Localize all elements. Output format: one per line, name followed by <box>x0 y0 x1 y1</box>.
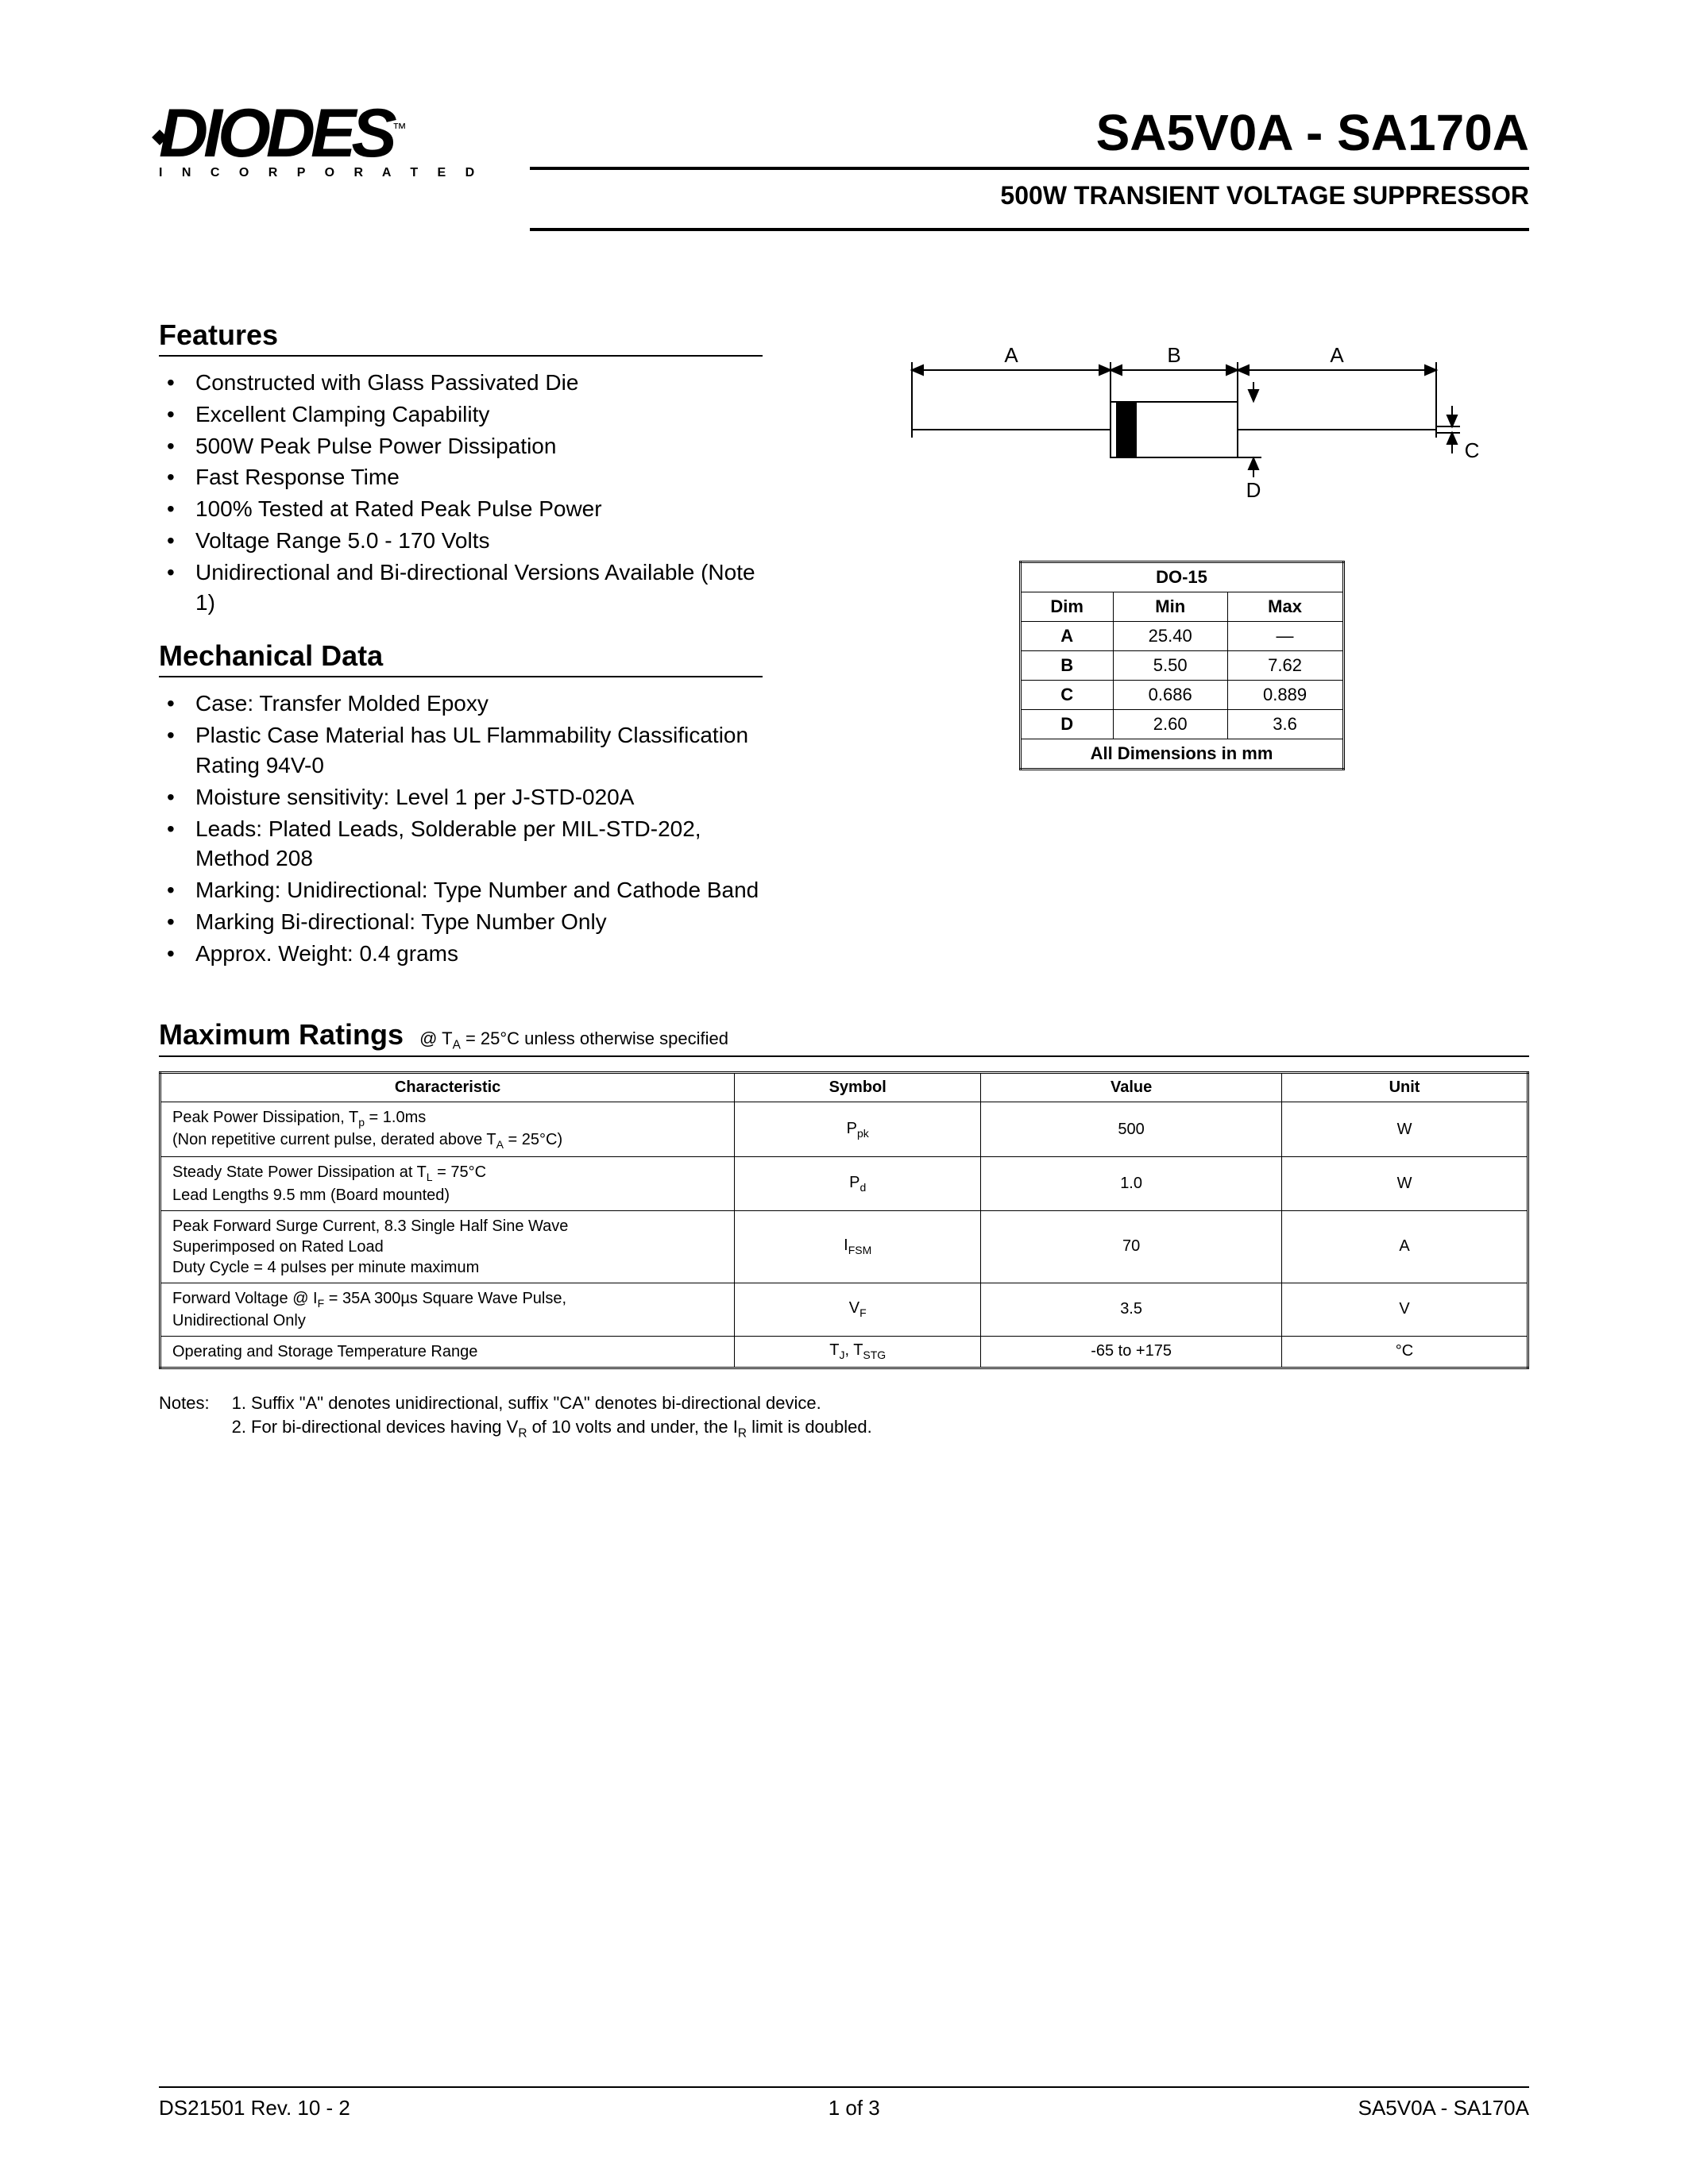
ratings-condition: @ TA = 25°C unless otherwise specified <box>419 1028 728 1052</box>
dim-row: B5.507.62 <box>1020 651 1343 681</box>
ratings-value: 1.0 <box>981 1157 1282 1210</box>
ratings-unit: A <box>1282 1210 1528 1283</box>
left-column: Features Constructed with Glass Passivat… <box>159 318 763 970</box>
mechanical-list: Case: Transfer Molded Epoxy Plastic Case… <box>159 689 763 968</box>
title-rule <box>530 228 1529 231</box>
dim-label-b: B <box>1167 343 1180 367</box>
dim-row: C0.6860.889 <box>1020 681 1343 710</box>
title-block: SA5V0A - SA170A 500W TRANSIENT VOLTAGE S… <box>530 103 1529 231</box>
ratings-symbol: IFSM <box>735 1210 981 1283</box>
diode-package-icon: A B A C D <box>880 326 1484 509</box>
ratings-row: Peak Power Dissipation, Tp = 1.0ms (Non … <box>160 1102 1528 1156</box>
features-list: Constructed with Glass Passivated Die Ex… <box>159 368 763 617</box>
page-subtitle: 500W TRANSIENT VOLTAGE SUPPRESSOR <box>530 181 1529 210</box>
dim-label-a: A <box>1004 343 1018 367</box>
ratings-table: Characteristic Symbol Value Unit Peak Po… <box>159 1071 1529 1369</box>
dim-label-c: C <box>1464 438 1479 462</box>
feature-item: 500W Peak Pulse Power Dissipation <box>167 431 763 461</box>
feature-item: Fast Response Time <box>167 462 763 492</box>
ratings-th: Unit <box>1282 1072 1528 1102</box>
ratings-heading: Maximum Ratings <box>159 1018 404 1051</box>
ratings-unit: W <box>1282 1102 1528 1156</box>
dim-th: Dim <box>1020 592 1113 622</box>
ratings-value: -65 to +175 <box>981 1336 1282 1368</box>
dimension-table: DO-15 Dim Min Max A25.40— B5.507.62 C0.6… <box>1019 561 1345 770</box>
ratings-char: Operating and Storage Temperature Range <box>160 1336 735 1368</box>
ratings-th: Value <box>981 1072 1282 1102</box>
dim-th: Max <box>1227 592 1343 622</box>
dim-label-a2: A <box>1330 343 1344 367</box>
mechanical-item: Leads: Plated Leads, Solderable per MIL-… <box>167 814 763 874</box>
mechanical-item: Marking Bi-directional: Type Number Only <box>167 907 763 937</box>
feature-item: Voltage Range 5.0 - 170 Volts <box>167 526 763 556</box>
mechanical-heading: Mechanical Data <box>159 639 763 677</box>
ratings-symbol: Pd <box>735 1157 981 1210</box>
ratings-row: Steady State Power Dissipation at TL = 7… <box>160 1157 1528 1210</box>
ratings-value: 70 <box>981 1210 1282 1283</box>
page-footer: DS21501 Rev. 10 - 2 1 of 3 SA5V0A - SA17… <box>159 2086 1529 2120</box>
ratings-symbol: TJ, TSTG <box>735 1336 981 1368</box>
mechanical-item: Case: Transfer Molded Epoxy <box>167 689 763 719</box>
page-title: SA5V0A - SA170A <box>530 103 1529 170</box>
notes-block: Notes: 1. Suffix "A" denotes unidirectio… <box>159 1393 1529 1444</box>
dim-row: A25.40— <box>1020 622 1343 651</box>
footer-center: 1 of 3 <box>829 2096 880 2120</box>
feature-item: Constructed with Glass Passivated Die <box>167 368 763 398</box>
note-item: 2. For bi-directional devices having VR … <box>232 1417 872 1441</box>
ratings-row: Forward Voltage @ IF = 35A 300µs Square … <box>160 1283 1528 1336</box>
dim-table-title: DO-15 <box>1020 562 1343 592</box>
feature-item: Unidirectional and Bi-directional Versio… <box>167 558 763 618</box>
ratings-char: Forward Voltage @ IF = 35A 300µs Square … <box>160 1283 735 1336</box>
ratings-section: Maximum Ratings @ TA = 25°C unless other… <box>159 1018 1529 1369</box>
logo: DIODES™ I N C O R P O R A T E D <box>159 103 482 180</box>
notes-body: 1. Suffix "A" denotes unidirectional, su… <box>232 1393 872 1444</box>
right-column: A B A C D DO-15 Dim Min Max A25.40— B5.5… <box>834 318 1529 970</box>
mechanical-item: Approx. Weight: 0.4 grams <box>167 939 763 969</box>
feature-item: Excellent Clamping Capability <box>167 399 763 430</box>
dim-table-footer: All Dimensions in mm <box>1020 739 1343 770</box>
feature-item: 100% Tested at Rated Peak Pulse Power <box>167 494 763 524</box>
ratings-row: Peak Forward Surge Current, 8.3 Single H… <box>160 1210 1528 1283</box>
footer-left: DS21501 Rev. 10 - 2 <box>159 2096 350 2120</box>
logo-main: DIODES™ <box>159 103 482 164</box>
ratings-value: 500 <box>981 1102 1282 1156</box>
features-heading: Features <box>159 318 763 357</box>
body-columns: Features Constructed with Glass Passivat… <box>159 318 1529 970</box>
note-item: 1. Suffix "A" denotes unidirectional, su… <box>232 1393 872 1414</box>
package-diagram: A B A C D <box>880 326 1484 513</box>
ratings-value: 3.5 <box>981 1283 1282 1336</box>
logo-sub: I N C O R P O R A T E D <box>159 166 482 180</box>
ratings-th: Symbol <box>735 1072 981 1102</box>
page-header: DIODES™ I N C O R P O R A T E D SA5V0A -… <box>159 103 1529 231</box>
mechanical-item: Moisture sensitivity: Level 1 per J-STD-… <box>167 782 763 812</box>
ratings-unit: V <box>1282 1283 1528 1336</box>
dim-th: Min <box>1113 592 1227 622</box>
ratings-unit: °C <box>1282 1336 1528 1368</box>
mechanical-item: Plastic Case Material has UL Flammabilit… <box>167 720 763 781</box>
ratings-title-row: Maximum Ratings @ TA = 25°C unless other… <box>159 1018 1529 1057</box>
ratings-char: Peak Forward Surge Current, 8.3 Single H… <box>160 1210 735 1283</box>
ratings-th: Characteristic <box>160 1072 735 1102</box>
dim-label-d: D <box>1246 478 1261 502</box>
notes-label: Notes: <box>159 1393 210 1444</box>
ratings-symbol: Ppk <box>735 1102 981 1156</box>
ratings-symbol: VF <box>735 1283 981 1336</box>
ratings-unit: W <box>1282 1157 1528 1210</box>
ratings-row: Operating and Storage Temperature Range … <box>160 1336 1528 1368</box>
ratings-char: Steady State Power Dissipation at TL = 7… <box>160 1157 735 1210</box>
mechanical-item: Marking: Unidirectional: Type Number and… <box>167 875 763 905</box>
footer-right: SA5V0A - SA170A <box>1358 2096 1529 2120</box>
dim-row: D2.603.6 <box>1020 710 1343 739</box>
ratings-char: Peak Power Dissipation, Tp = 1.0ms (Non … <box>160 1102 735 1156</box>
